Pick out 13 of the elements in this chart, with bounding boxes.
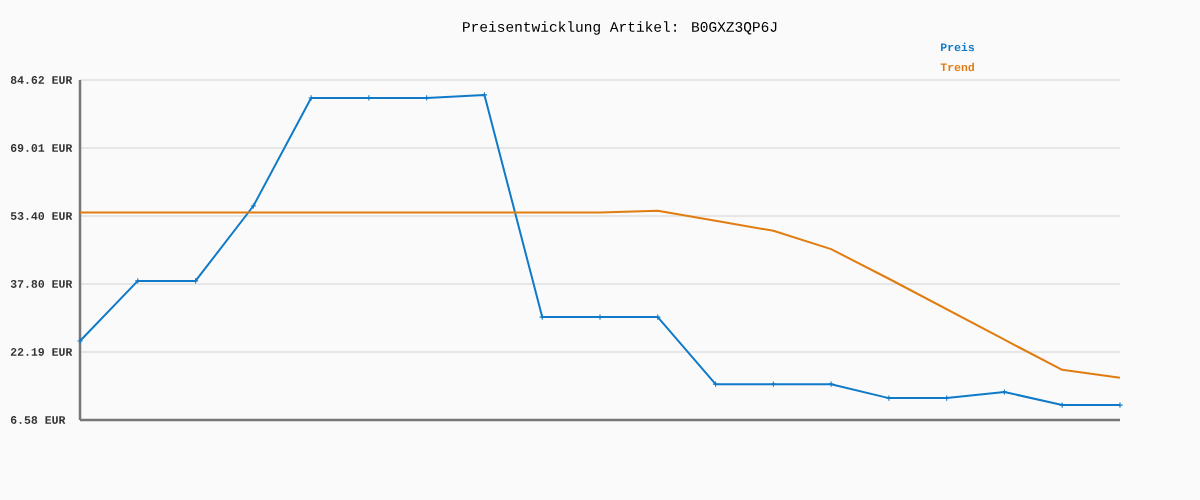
y-tick-label: 69.01 EUR (10, 144, 73, 152)
point (1001, 388, 1008, 396)
y-tick-label: 22.19 EUR (10, 348, 73, 356)
chart-title: Preisentwicklung Artikel: B0GXZ3QP6J (463, 21, 777, 35)
y-tick-label: 84.62 EUR (10, 76, 73, 84)
y-tick-label: 6.58 EUR (10, 416, 66, 424)
y-tick-label: 53.40 EUR (10, 212, 73, 220)
y-tick-label: 37.80 EUR (10, 280, 73, 288)
point (250, 202, 257, 210)
text: Preis (941, 42, 975, 52)
point (481, 91, 488, 99)
point (827, 381, 835, 388)
text: Trend (940, 62, 974, 72)
